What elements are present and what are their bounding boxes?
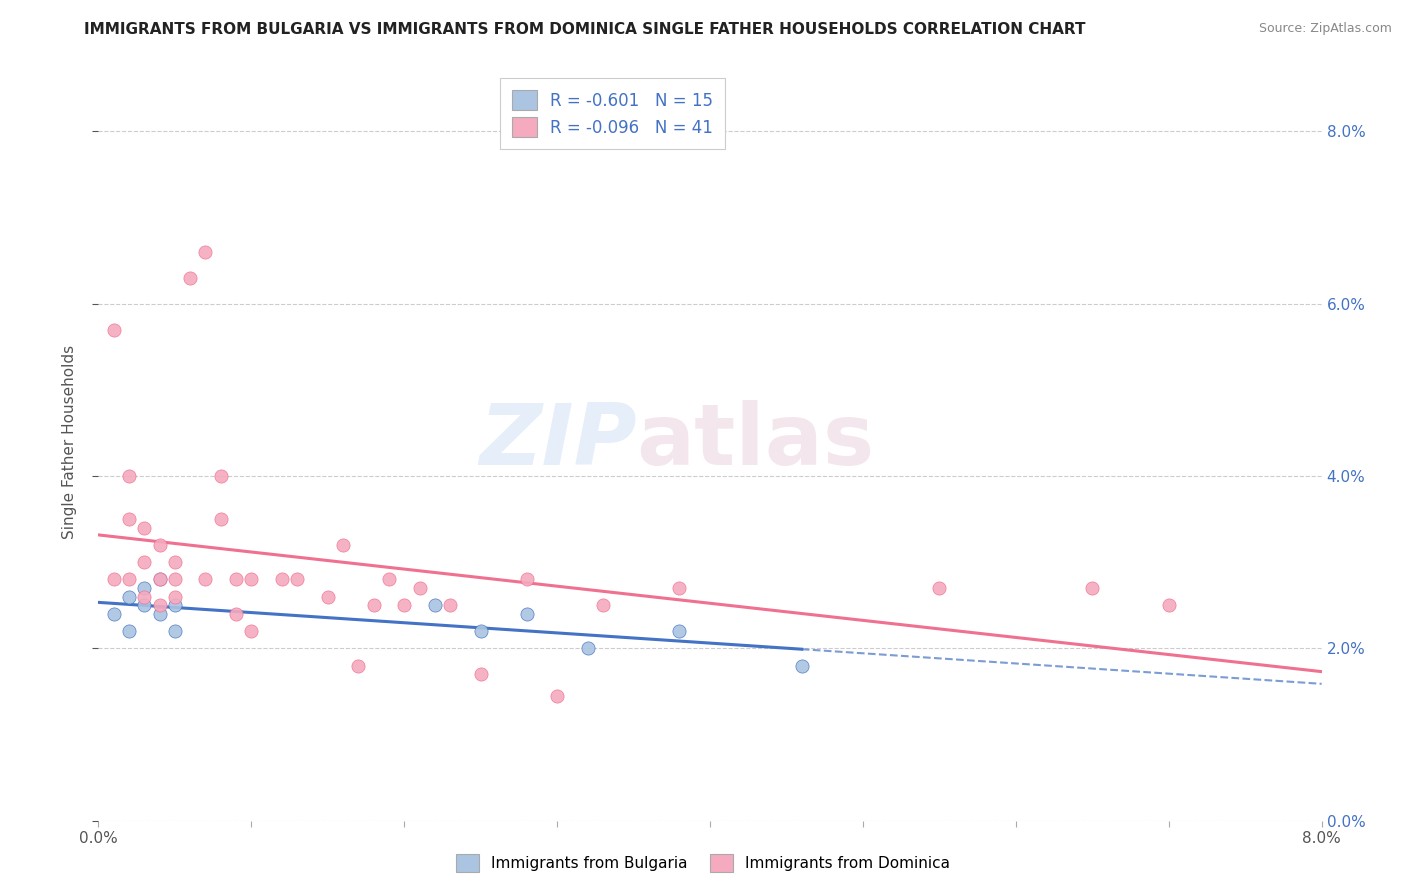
Point — [118, 512, 141, 526]
Point — [516, 573, 538, 587]
Point — [378, 573, 401, 587]
Point — [668, 624, 690, 639]
Point — [1081, 581, 1104, 595]
Point — [470, 624, 492, 639]
Point — [118, 590, 141, 604]
Point — [149, 573, 172, 587]
Point — [163, 624, 186, 639]
Point — [439, 599, 461, 613]
Text: Source: ZipAtlas.com: Source: ZipAtlas.com — [1258, 22, 1392, 36]
Y-axis label: Single Father Households: Single Father Households — [62, 344, 77, 539]
Legend: R = -0.601   N = 15, R = -0.096   N = 41: R = -0.601 N = 15, R = -0.096 N = 41 — [501, 78, 724, 149]
Point — [470, 667, 492, 681]
Point — [134, 590, 156, 604]
Point — [790, 658, 813, 673]
Point — [392, 599, 416, 613]
Point — [423, 599, 446, 613]
Point — [225, 573, 247, 587]
Point — [149, 607, 172, 621]
Text: IMMIGRANTS FROM BULGARIA VS IMMIGRANTS FROM DOMINICA SINGLE FATHER HOUSEHOLDS CO: IMMIGRANTS FROM BULGARIA VS IMMIGRANTS F… — [84, 22, 1085, 37]
Point — [285, 573, 308, 587]
Point — [209, 512, 232, 526]
Point — [179, 270, 201, 285]
Point — [928, 581, 950, 595]
Point — [668, 581, 690, 595]
Point — [1157, 599, 1180, 613]
Point — [332, 538, 354, 552]
Point — [134, 521, 156, 535]
Point — [103, 607, 125, 621]
Point — [240, 624, 263, 639]
Point — [134, 581, 156, 595]
Point — [347, 658, 370, 673]
Text: atlas: atlas — [637, 400, 875, 483]
Point — [149, 599, 172, 613]
Point — [134, 555, 156, 569]
Point — [103, 573, 125, 587]
Point — [163, 599, 186, 613]
Point — [118, 469, 141, 483]
Point — [363, 599, 385, 613]
Point — [209, 469, 232, 483]
Point — [240, 573, 263, 587]
Point — [149, 538, 172, 552]
Point — [194, 244, 217, 259]
Point — [516, 607, 538, 621]
Point — [316, 590, 339, 604]
Point — [103, 322, 125, 336]
Point — [546, 689, 568, 703]
Point — [408, 581, 430, 595]
Point — [163, 590, 186, 604]
Legend: Immigrants from Bulgaria, Immigrants from Dominica: Immigrants from Bulgaria, Immigrants fro… — [449, 846, 957, 880]
Point — [194, 573, 217, 587]
Point — [149, 573, 172, 587]
Point — [118, 624, 141, 639]
Point — [163, 555, 186, 569]
Point — [592, 599, 614, 613]
Point — [576, 641, 599, 656]
Point — [163, 573, 186, 587]
Text: ZIP: ZIP — [479, 400, 637, 483]
Point — [225, 607, 247, 621]
Point — [118, 573, 141, 587]
Point — [134, 599, 156, 613]
Point — [270, 573, 294, 587]
